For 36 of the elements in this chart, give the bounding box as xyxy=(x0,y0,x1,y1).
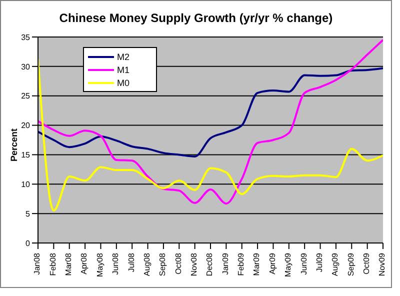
x-tick-label: Oct09 xyxy=(362,252,371,274)
y-tick-label: 0 xyxy=(26,238,31,248)
x-tick-label: Mar09 xyxy=(252,252,262,276)
x-tick-label: Jul08 xyxy=(126,252,136,272)
chart-title: Chinese Money Supply Growth (yr/yr % change) xyxy=(58,11,334,25)
x-tick-label: Sep09 xyxy=(346,252,356,276)
x-tick-label: Apr08 xyxy=(80,252,89,274)
y-tick-label: 5 xyxy=(26,209,31,218)
x-tick-label: Apr09 xyxy=(268,252,277,274)
x-tick-label: Oct08 xyxy=(174,252,183,274)
x-tick-label: Jun08 xyxy=(111,252,120,275)
x-tick-label: Jan08 xyxy=(32,252,42,275)
y-tick-label: 30 xyxy=(21,62,31,72)
y-tick-label: 15 xyxy=(21,150,31,160)
legend-label: M0 xyxy=(117,76,130,90)
x-tick-label: Aug09 xyxy=(330,252,340,276)
x-tick-label: Dec08 xyxy=(205,252,214,276)
legend-label: M1 xyxy=(117,64,130,76)
x-tick-label: Aug08 xyxy=(142,252,152,276)
x-tick-label: Jun09 xyxy=(299,252,308,275)
x-tick-label: Feb09 xyxy=(236,252,246,276)
y-tick-label: 20 xyxy=(21,121,31,130)
x-tick-label: Jul09 xyxy=(314,252,324,272)
x-tick-label: Mar08 xyxy=(64,252,74,276)
x-tick-label: Nov09 xyxy=(378,252,387,276)
x-tick-label: May09 xyxy=(284,252,293,278)
x-tick-label: May08 xyxy=(95,252,104,278)
x-tick-label: Nov08 xyxy=(190,252,198,276)
x-tick-label: Feb08 xyxy=(48,252,58,276)
y-tick-label: 10 xyxy=(21,180,31,189)
y-tick-label: 35 xyxy=(21,32,31,42)
y-axis-title: Percent xyxy=(9,128,19,162)
x-tick-label: Sep08 xyxy=(158,252,168,276)
y-tick-label: 25 xyxy=(21,92,31,101)
x-tick-label: Jan09 xyxy=(220,252,230,275)
legend-label: M2 xyxy=(117,50,130,64)
